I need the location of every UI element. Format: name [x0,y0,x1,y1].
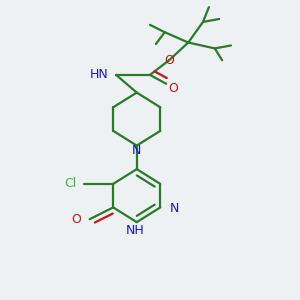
Text: O: O [169,82,178,95]
Text: NH: NH [126,224,145,238]
Text: N: N [170,202,179,215]
Text: O: O [71,213,81,226]
Text: Cl: Cl [64,177,76,190]
Text: HN: HN [90,68,109,81]
Text: O: O [164,54,174,67]
Text: N: N [132,144,141,158]
